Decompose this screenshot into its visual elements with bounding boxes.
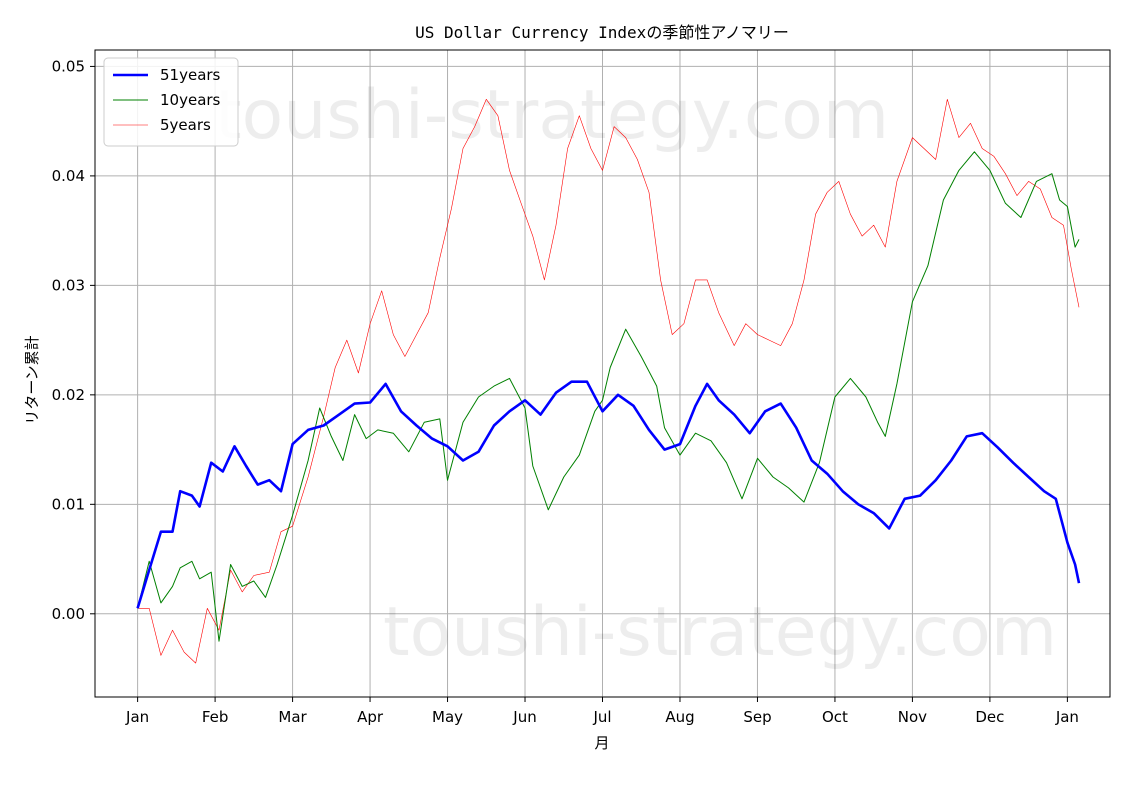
y-tick-label: 0.03 xyxy=(52,276,85,294)
chart-title: US Dollar Currency Indexの季節性アノマリー xyxy=(415,23,789,42)
legend: 51years 10years 5years xyxy=(103,57,239,147)
x-tick-label: Nov xyxy=(898,708,927,726)
x-tick-label: Feb xyxy=(202,708,229,726)
y-axis-label: リターン累計 xyxy=(23,335,41,424)
legend-label: 51years xyxy=(160,66,221,84)
watermark-top: toushi-strategy.com xyxy=(215,76,889,155)
x-tick-label: Jun xyxy=(512,708,536,726)
series-line-5years xyxy=(137,99,1080,664)
watermark-layer: toushi-strategy.com toushi-strategy.com xyxy=(215,76,1057,672)
y-tick-label: 0.05 xyxy=(52,57,85,75)
x-tick-label: Jan xyxy=(125,708,149,726)
x-axis-label: 月 xyxy=(594,734,609,752)
x-tick-label: Oct xyxy=(822,708,848,726)
x-axis: Jan Feb Mar Apr May Jun Jul Aug Sep Oct Nov Dec Jan xyxy=(125,697,1079,726)
x-tick-label: Dec xyxy=(975,708,1004,726)
x-tick-label: Apr xyxy=(357,708,384,726)
x-tick-label: May xyxy=(432,708,463,726)
watermark-bottom: toushi-strategy.com xyxy=(383,593,1057,672)
x-tick-label: Sep xyxy=(743,708,771,726)
y-tick-label: 0.00 xyxy=(52,605,85,623)
legend-label: 5years xyxy=(160,116,211,134)
x-tick-label: Aug xyxy=(665,708,694,726)
series-line-51years xyxy=(136,380,1081,609)
y-axis: 0.00 0.01 0.02 0.03 0.04 0.05 xyxy=(52,57,95,623)
x-tick-label: Mar xyxy=(278,708,307,726)
x-tick-label: Jul xyxy=(592,708,611,726)
y-tick-label: 0.04 xyxy=(52,167,85,185)
grid-lines xyxy=(95,50,1110,697)
legend-label: 10years xyxy=(160,91,221,109)
y-tick-label: 0.02 xyxy=(52,386,85,404)
x-tick-label: Jan xyxy=(1055,708,1079,726)
series-line-10years xyxy=(137,151,1080,642)
y-tick-label: 0.01 xyxy=(52,495,85,513)
legend-box xyxy=(103,57,239,147)
series-layer xyxy=(136,99,1081,664)
